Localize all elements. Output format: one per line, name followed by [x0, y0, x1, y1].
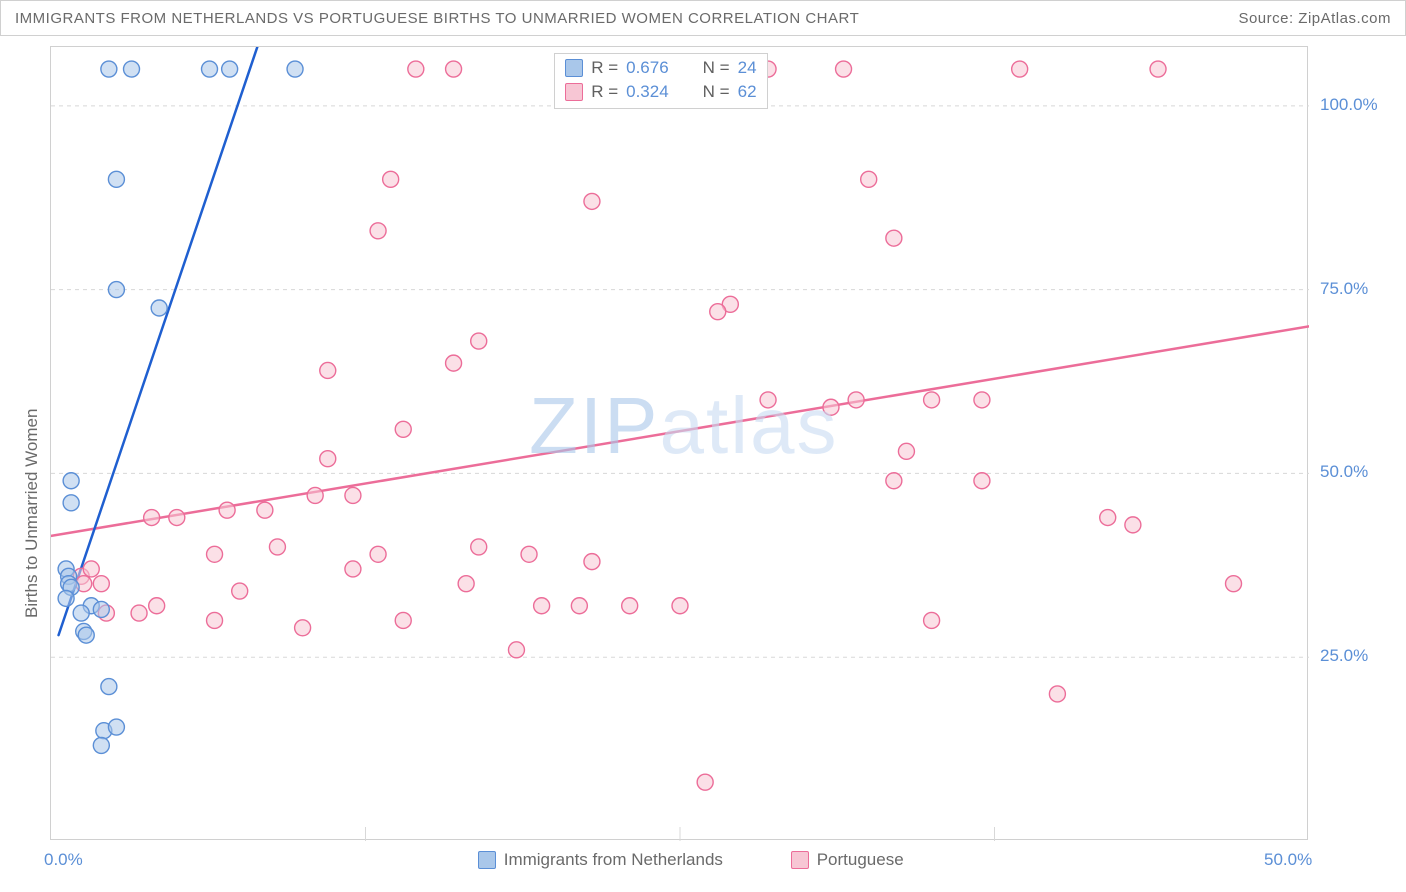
scatter-svg [51, 47, 1309, 841]
legend-label: Portuguese [817, 850, 904, 870]
n-value: 62 [738, 80, 757, 104]
n-label: N = [703, 80, 730, 104]
source-label: Source: ZipAtlas.com [1238, 10, 1391, 27]
title-bar: IMMIGRANTS FROM NETHERLANDS VS PORTUGUES… [0, 0, 1406, 36]
plot-area: ZIPatlas R =0.676N =24R =0.324N =62 [50, 46, 1308, 840]
y-tick-label: 75.0% [1320, 279, 1368, 299]
r-value: 0.324 [626, 80, 669, 104]
y-tick-label: 50.0% [1320, 462, 1368, 482]
n-value: 24 [738, 56, 757, 80]
y-tick-label: 25.0% [1320, 646, 1368, 666]
chart-title: IMMIGRANTS FROM NETHERLANDS VS PORTUGUES… [15, 10, 859, 27]
r-label: R = [591, 80, 618, 104]
y-tick-label: 100.0% [1320, 95, 1378, 115]
pink-swatch-icon [791, 851, 809, 869]
pink-swatch-icon [565, 83, 583, 101]
r-label: R = [591, 56, 618, 80]
blue-swatch-icon [565, 59, 583, 77]
chart-container: IMMIGRANTS FROM NETHERLANDS VS PORTUGUES… [0, 0, 1406, 892]
x-tick-label: 0.0% [44, 850, 83, 870]
correlation-legend: R = 0.676 N = 24 R = 0.324 N = 62 [554, 53, 767, 109]
n-label: N = [703, 56, 730, 80]
legend-label: Immigrants from Netherlands [504, 850, 723, 870]
legend-row: R = 0.676 N = 24 [565, 56, 756, 80]
blue-swatch-icon [478, 851, 496, 869]
legend-item: Immigrants from Netherlands [478, 850, 723, 870]
legend-row: R = 0.324 N = 62 [565, 80, 756, 104]
r-value: 0.676 [626, 56, 669, 80]
legend-item: Portuguese [791, 850, 904, 870]
y-axis-label: Births to Unmarried Women [22, 408, 42, 617]
x-tick-label: 50.0% [1264, 850, 1312, 870]
